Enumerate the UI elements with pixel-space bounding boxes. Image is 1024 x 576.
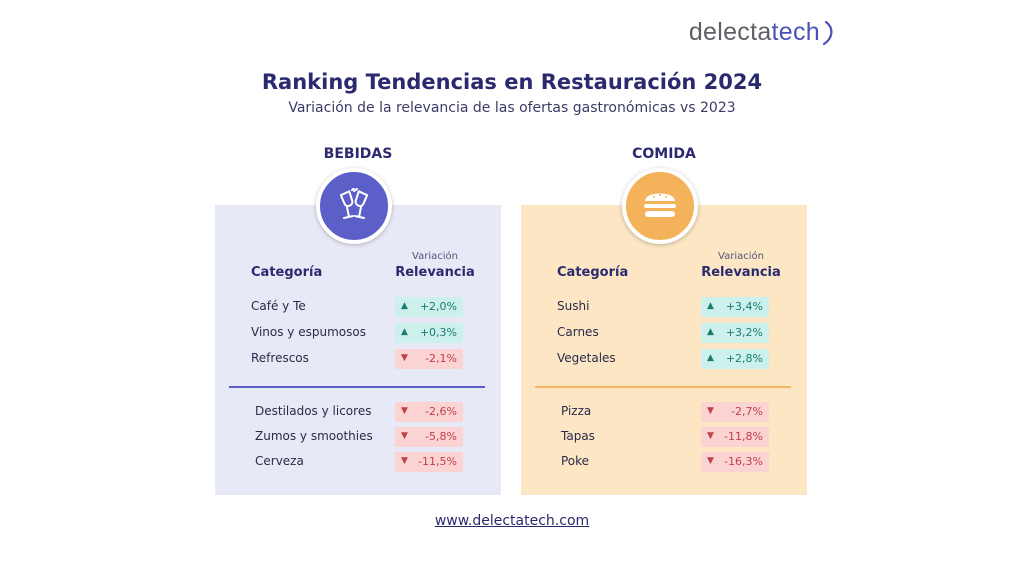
category-label: Carnes xyxy=(557,325,599,339)
comida-panel: Categoría Variación Relevancia Sushi ▲ +3… xyxy=(521,205,807,495)
category-label: Vinos y espumosos xyxy=(251,325,366,339)
bebidas-badge xyxy=(316,168,392,244)
arrow-down-icon: ▼ xyxy=(401,456,408,466)
table-row: Pizza ▼ -2,7% xyxy=(521,402,807,422)
table-row: Cerveza ▼ -11,5% xyxy=(215,452,501,472)
variation-badge: ▼ -16,3% xyxy=(701,452,769,472)
bebidas-col-variation: Variación xyxy=(412,251,458,262)
page-subtitle: Variación de la relevancia de las oferta… xyxy=(288,100,736,116)
category-label: Café y Te xyxy=(251,299,306,313)
variation-value: -11,5% xyxy=(418,455,457,468)
variation-value: -2,1% xyxy=(425,352,457,365)
bebidas-col-category: Categoría xyxy=(251,265,323,280)
category-label: Zumos y smoothies xyxy=(255,429,373,443)
arrow-up-icon: ▲ xyxy=(707,327,714,337)
logo-text-tech: tech xyxy=(771,18,820,46)
comida-col-variation: Variación xyxy=(718,251,764,262)
variation-value: +3,4% xyxy=(725,300,763,313)
variation-badge: ▲ +0,3% xyxy=(395,323,463,343)
category-label: Poke xyxy=(561,454,590,468)
table-row: Zumos y smoothies ▼ -5,8% xyxy=(215,427,501,447)
section-divider xyxy=(535,386,791,388)
table-row: Destilados y licores ▼ -2,6% xyxy=(215,402,501,422)
arrow-up-icon: ▲ xyxy=(707,353,714,363)
table-row: Vinos y espumosos ▲ +0,3% xyxy=(215,323,501,343)
table-row: Carnes ▲ +3,2% xyxy=(521,323,807,343)
comida-heading: COMIDA xyxy=(632,146,696,162)
table-row: Poke ▼ -16,3% xyxy=(521,452,807,472)
bebidas-heading: BEBIDAS xyxy=(323,146,393,162)
variation-value: +2,8% xyxy=(725,352,763,365)
variation-badge: ▼ -11,5% xyxy=(395,452,463,472)
arrow-down-icon: ▼ xyxy=(401,353,408,363)
section-divider xyxy=(229,386,485,388)
comida-col-category: Categoría xyxy=(557,265,629,280)
variation-badge: ▼ -2,1% xyxy=(395,349,463,369)
table-row: Sushi ▲ +3,4% xyxy=(521,297,807,317)
variation-value: -16,3% xyxy=(724,455,763,468)
category-label: Refrescos xyxy=(251,351,309,365)
variation-value: +2,0% xyxy=(419,300,457,313)
table-row: Vegetales ▲ +2,8% xyxy=(521,349,807,369)
table-row: Refrescos ▼ -2,1% xyxy=(215,349,501,369)
category-label: Sushi xyxy=(557,299,590,313)
table-row: Tapas ▼ -11,8% xyxy=(521,427,807,447)
arrow-down-icon: ▼ xyxy=(401,431,408,441)
arrow-up-icon: ▲ xyxy=(401,327,408,337)
variation-value: -5,8% xyxy=(425,430,457,443)
variation-badge: ▲ +3,2% xyxy=(701,323,769,343)
comida-col-relevance: Relevancia xyxy=(701,265,781,280)
category-label: Vegetales xyxy=(557,351,616,365)
variation-badge: ▼ -11,8% xyxy=(701,427,769,447)
variation-badge: ▲ +3,4% xyxy=(701,297,769,317)
bebidas-col-relevance: Relevancia xyxy=(395,265,475,280)
table-row: Café y Te ▲ +2,0% xyxy=(215,297,501,317)
logo-swoosh-icon xyxy=(822,20,833,45)
website-link[interactable]: www.delectatech.com xyxy=(434,513,590,529)
arrow-down-icon: ▼ xyxy=(707,406,714,416)
page-title: Ranking Tendencias en Restauración 2024 xyxy=(261,70,763,94)
variation-badge: ▲ +2,8% xyxy=(701,349,769,369)
brand-logo: delecta tech xyxy=(689,18,834,47)
variation-value: -2,7% xyxy=(731,405,763,418)
category-label: Destilados y licores xyxy=(255,404,372,418)
bebidas-panel: Categoría Variación Relevancia Café y Te… xyxy=(215,205,501,495)
variation-badge: ▼ -2,6% xyxy=(395,402,463,422)
logo-text-delecta: delecta xyxy=(688,18,772,46)
variation-value: -2,6% xyxy=(425,405,457,418)
category-label: Cerveza xyxy=(255,454,304,468)
arrow-down-icon: ▼ xyxy=(401,406,408,416)
burger-icon xyxy=(644,193,676,217)
variation-value: +3,2% xyxy=(725,326,763,339)
variation-badge: ▼ -2,7% xyxy=(701,402,769,422)
category-label: Tapas xyxy=(561,429,595,443)
wine-glasses-icon xyxy=(339,188,369,219)
arrow-down-icon: ▼ xyxy=(707,456,714,466)
variation-badge: ▼ -5,8% xyxy=(395,427,463,447)
arrow-up-icon: ▲ xyxy=(707,301,714,311)
category-label: Pizza xyxy=(561,404,592,418)
variation-value: -11,8% xyxy=(724,430,763,443)
variation-badge: ▲ +2,0% xyxy=(395,297,463,317)
comida-badge xyxy=(622,168,698,244)
arrow-up-icon: ▲ xyxy=(401,301,408,311)
variation-value: +0,3% xyxy=(419,326,457,339)
arrow-down-icon: ▼ xyxy=(707,431,714,441)
